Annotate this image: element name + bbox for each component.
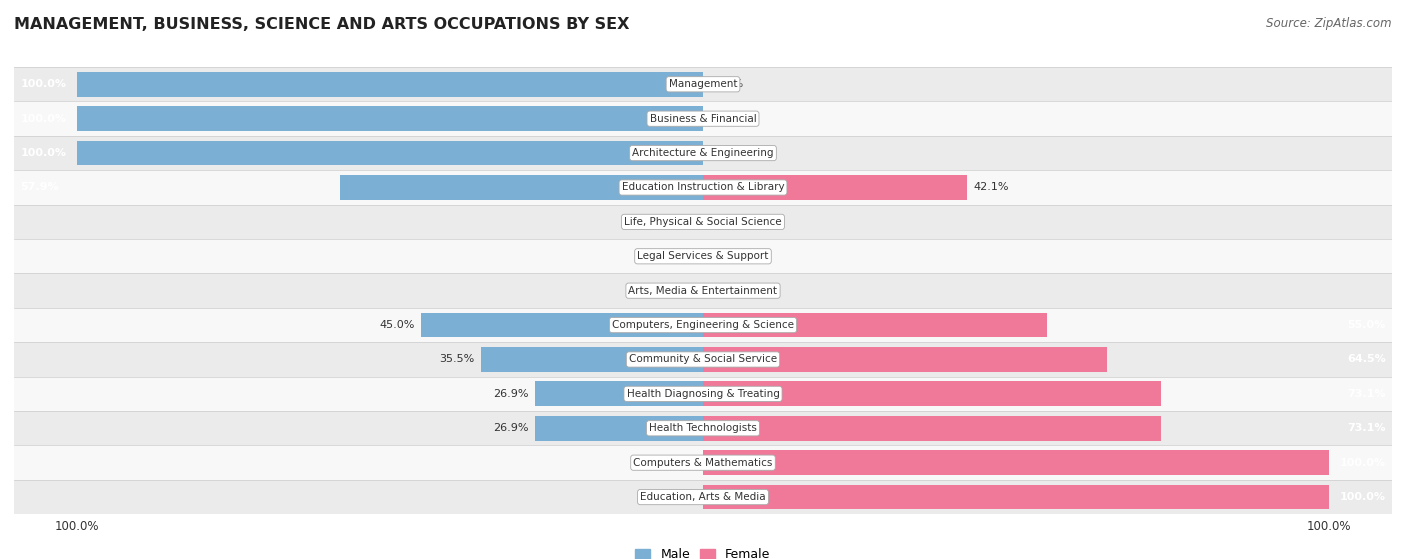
- Text: 64.5%: 64.5%: [1347, 354, 1386, 364]
- Text: 100.0%: 100.0%: [1340, 492, 1386, 502]
- Text: 0.0%: 0.0%: [716, 286, 744, 296]
- Text: Health Technologists: Health Technologists: [650, 423, 756, 433]
- Text: 0.0%: 0.0%: [662, 217, 690, 227]
- Bar: [14, 480, 1392, 514]
- Bar: [534, 416, 703, 440]
- Bar: [14, 102, 1392, 136]
- Text: Legal Services & Support: Legal Services & Support: [637, 252, 769, 261]
- Bar: [14, 308, 1392, 342]
- Text: 0.0%: 0.0%: [716, 217, 744, 227]
- Text: 100.0%: 100.0%: [1340, 458, 1386, 468]
- Bar: [340, 175, 703, 200]
- Bar: [703, 416, 1161, 440]
- Text: 35.5%: 35.5%: [439, 354, 474, 364]
- Text: 26.9%: 26.9%: [492, 389, 529, 399]
- Bar: [14, 136, 1392, 170]
- Text: Business & Financial: Business & Financial: [650, 113, 756, 124]
- Text: 73.1%: 73.1%: [1347, 423, 1386, 433]
- Bar: [14, 273, 1392, 308]
- Text: Computers & Mathematics: Computers & Mathematics: [633, 458, 773, 468]
- Bar: [422, 312, 703, 338]
- Bar: [14, 377, 1392, 411]
- Text: Arts, Media & Entertainment: Arts, Media & Entertainment: [628, 286, 778, 296]
- Text: 100.0%: 100.0%: [20, 113, 66, 124]
- Bar: [703, 381, 1161, 406]
- Text: MANAGEMENT, BUSINESS, SCIENCE AND ARTS OCCUPATIONS BY SEX: MANAGEMENT, BUSINESS, SCIENCE AND ARTS O…: [14, 17, 630, 32]
- Legend: Male, Female: Male, Female: [630, 543, 776, 559]
- Bar: [77, 106, 703, 131]
- Text: Computers, Engineering & Science: Computers, Engineering & Science: [612, 320, 794, 330]
- Bar: [703, 347, 1107, 372]
- Bar: [703, 485, 1329, 509]
- Bar: [14, 170, 1392, 205]
- Text: Health Diagnosing & Treating: Health Diagnosing & Treating: [627, 389, 779, 399]
- Text: Source: ZipAtlas.com: Source: ZipAtlas.com: [1267, 17, 1392, 30]
- Text: 45.0%: 45.0%: [380, 320, 415, 330]
- Bar: [534, 381, 703, 406]
- Text: 0.0%: 0.0%: [716, 252, 744, 261]
- Bar: [14, 411, 1392, 446]
- Text: 42.1%: 42.1%: [973, 182, 1008, 192]
- Text: Community & Social Service: Community & Social Service: [628, 354, 778, 364]
- Bar: [14, 239, 1392, 273]
- Bar: [14, 67, 1392, 102]
- Text: Education, Arts & Media: Education, Arts & Media: [640, 492, 766, 502]
- Text: Management: Management: [669, 79, 737, 89]
- Text: 100.0%: 100.0%: [20, 79, 66, 89]
- Text: 55.0%: 55.0%: [1347, 320, 1386, 330]
- Bar: [703, 451, 1329, 475]
- Text: 73.1%: 73.1%: [1347, 389, 1386, 399]
- Text: 0.0%: 0.0%: [662, 252, 690, 261]
- Bar: [703, 312, 1047, 338]
- Bar: [14, 205, 1392, 239]
- Text: Education Instruction & Library: Education Instruction & Library: [621, 182, 785, 192]
- Text: 0.0%: 0.0%: [662, 492, 690, 502]
- Text: 0.0%: 0.0%: [662, 458, 690, 468]
- Text: 0.0%: 0.0%: [716, 79, 744, 89]
- Text: 26.9%: 26.9%: [492, 423, 529, 433]
- Text: Life, Physical & Social Science: Life, Physical & Social Science: [624, 217, 782, 227]
- Bar: [14, 342, 1392, 377]
- Text: Architecture & Engineering: Architecture & Engineering: [633, 148, 773, 158]
- Text: 0.0%: 0.0%: [716, 148, 744, 158]
- Bar: [703, 175, 967, 200]
- Bar: [481, 347, 703, 372]
- Text: 100.0%: 100.0%: [20, 148, 66, 158]
- Bar: [77, 141, 703, 165]
- Text: 0.0%: 0.0%: [662, 286, 690, 296]
- Text: 57.9%: 57.9%: [20, 182, 59, 192]
- Bar: [77, 72, 703, 97]
- Bar: [14, 446, 1392, 480]
- Text: 0.0%: 0.0%: [716, 113, 744, 124]
